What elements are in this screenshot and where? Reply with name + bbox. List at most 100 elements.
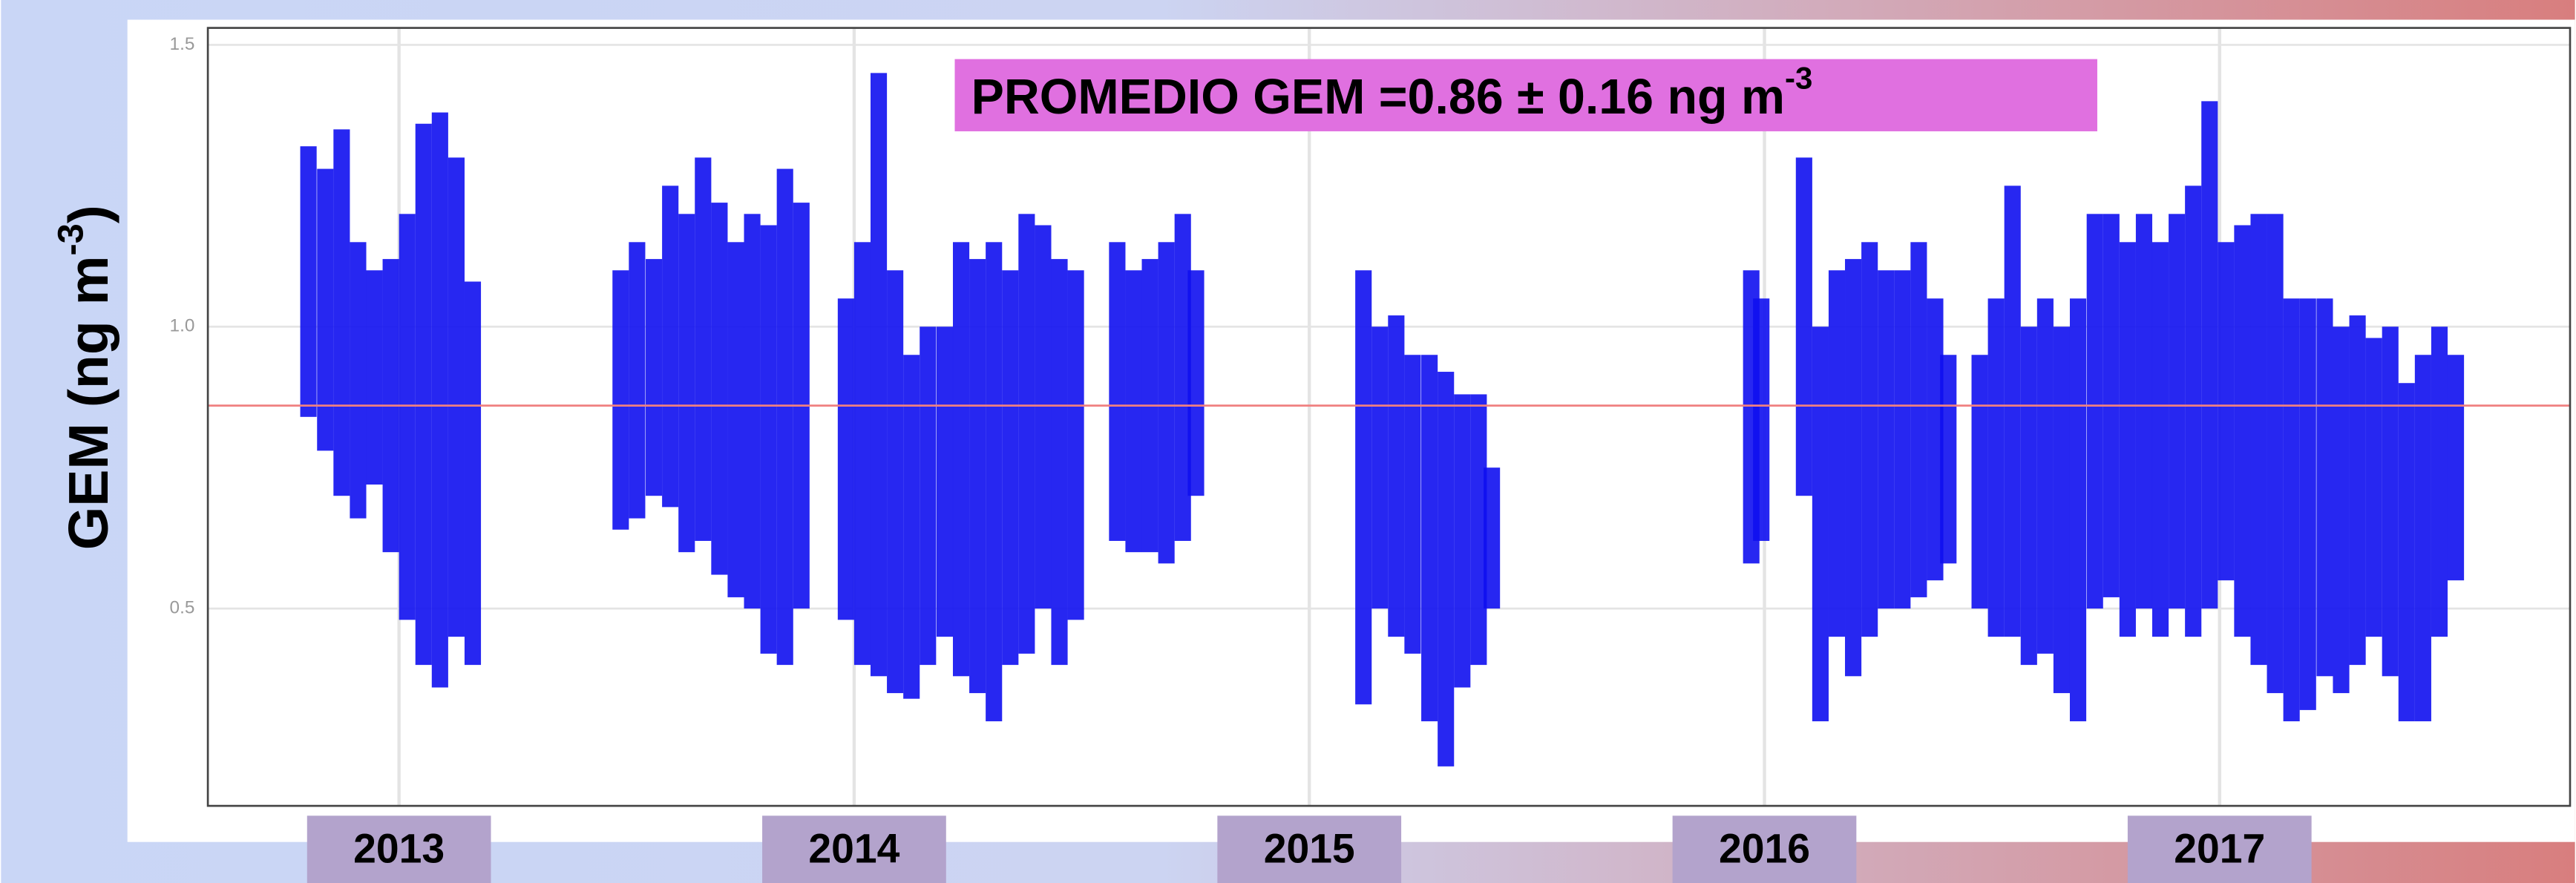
- range-bar: [936, 326, 954, 637]
- range-bar: [1812, 326, 1829, 722]
- range-bar: [887, 270, 904, 694]
- range-bar: [1174, 214, 1191, 541]
- range-bar: [333, 129, 350, 496]
- range-bar: [1187, 270, 1205, 496]
- range-bar: [952, 242, 970, 677]
- range-bar: [646, 259, 663, 496]
- range-bar: [1971, 355, 1988, 609]
- range-bar: [1438, 372, 1455, 767]
- range-bar: [1035, 225, 1052, 609]
- range-bar: [2283, 298, 2300, 722]
- range-bar: [1878, 270, 1895, 609]
- range-bar: [1940, 355, 1957, 564]
- range-bar: [431, 112, 448, 688]
- range-bar: [1927, 298, 1944, 581]
- y-label-text: GEM (ng m: [57, 255, 119, 550]
- range-bar: [1109, 242, 1126, 541]
- range-bar: [903, 355, 920, 699]
- range-bar: [837, 298, 854, 620]
- x-tick-label: 2013: [353, 826, 445, 872]
- range-bar: [1051, 259, 1068, 666]
- annotation-superscript: -3: [1785, 60, 1812, 95]
- range-bar: [2218, 242, 2235, 581]
- range-bar: [2053, 326, 2071, 694]
- range-bar: [2201, 101, 2218, 609]
- range-bar: [1158, 242, 1175, 564]
- range-bar: [612, 270, 629, 530]
- y-tick-label: 1.0: [170, 316, 195, 336]
- range-bar: [1894, 270, 1911, 609]
- marks: [208, 73, 2570, 767]
- range-bar: [1795, 157, 1812, 496]
- range-bar: [415, 123, 432, 666]
- range-bar: [1470, 394, 1487, 666]
- range-bar: [2349, 315, 2366, 666]
- range-bar: [464, 281, 482, 666]
- y-label-end: ): [57, 205, 119, 223]
- annotation-text: PROMEDIO GEM =0.86 ± 0.16 ng m: [971, 69, 1785, 124]
- range-bar: [1987, 298, 2005, 637]
- range-bar: [2185, 186, 2202, 637]
- range-bar: [969, 259, 986, 694]
- x-tick-box: [1672, 815, 1857, 883]
- y-axis-label: GEM (ng m-3): [51, 205, 120, 550]
- x-tick-box: [2127, 815, 2312, 883]
- range-bar: [1421, 355, 1438, 722]
- range-bar: [986, 242, 1003, 722]
- x-tick-box: [762, 815, 946, 883]
- range-bar: [2086, 214, 2103, 609]
- y-tick-label: 1.5: [170, 34, 195, 54]
- plot-frame: [206, 27, 2572, 807]
- range-bar: [399, 214, 416, 620]
- range-bar: [2316, 298, 2333, 677]
- range-bar: [727, 242, 744, 597]
- range-bar: [448, 157, 465, 637]
- range-bar: [1404, 355, 1421, 654]
- range-bar: [2151, 242, 2169, 637]
- range-bar: [2020, 326, 2037, 666]
- range-bar: [1002, 270, 1019, 666]
- x-tick-label: 2017: [2174, 826, 2265, 872]
- range-bar: [711, 203, 728, 575]
- range-bar: [1828, 270, 1846, 637]
- range-bar: [695, 157, 712, 541]
- range-bar: [2250, 214, 2267, 666]
- range-bar: [2398, 383, 2415, 722]
- range-bar: [2447, 355, 2465, 581]
- range-bar: [853, 242, 871, 666]
- y-label-superscript: -3: [51, 223, 91, 255]
- range-bar: [1845, 259, 1862, 677]
- range-bar: [1388, 315, 1405, 637]
- annotation-box: [954, 59, 2097, 131]
- range-bar: [2414, 355, 2431, 722]
- range-bar: [350, 242, 367, 519]
- range-bar: [1355, 270, 1372, 705]
- range-bar: [1454, 394, 1471, 688]
- x-tick-label: 2015: [1264, 826, 1355, 872]
- range-bar: [776, 168, 793, 666]
- x-tick-label: 2016: [1719, 826, 1810, 872]
- range-bar: [678, 214, 695, 553]
- range-bar: [744, 214, 761, 609]
- range-bar: [760, 225, 777, 654]
- range-bar: [1067, 270, 1084, 620]
- x-tick-box: [307, 815, 491, 883]
- range-bar: [2119, 242, 2136, 637]
- range-bar: [1753, 298, 1770, 541]
- range-bar: [2004, 186, 2021, 637]
- range-bar: [2267, 214, 2284, 694]
- x-tick-box: [1217, 815, 1402, 883]
- range-bar: [2135, 214, 2153, 609]
- range-bar: [662, 186, 679, 508]
- y-tick-label: 0.5: [170, 598, 195, 618]
- annotation: PROMEDIO GEM =0.86 ± 0.16 ng m-3: [971, 60, 1813, 124]
- range-bar: [2333, 326, 2350, 694]
- range-bar: [2431, 326, 2448, 637]
- range-bar: [2169, 214, 2186, 609]
- range-bar: [920, 326, 937, 666]
- range-bar: [2234, 225, 2251, 637]
- range-bar: [1018, 214, 1035, 654]
- range-bar: [2382, 326, 2399, 677]
- range-bar: [1125, 270, 1142, 553]
- range-bar: [1484, 467, 1501, 609]
